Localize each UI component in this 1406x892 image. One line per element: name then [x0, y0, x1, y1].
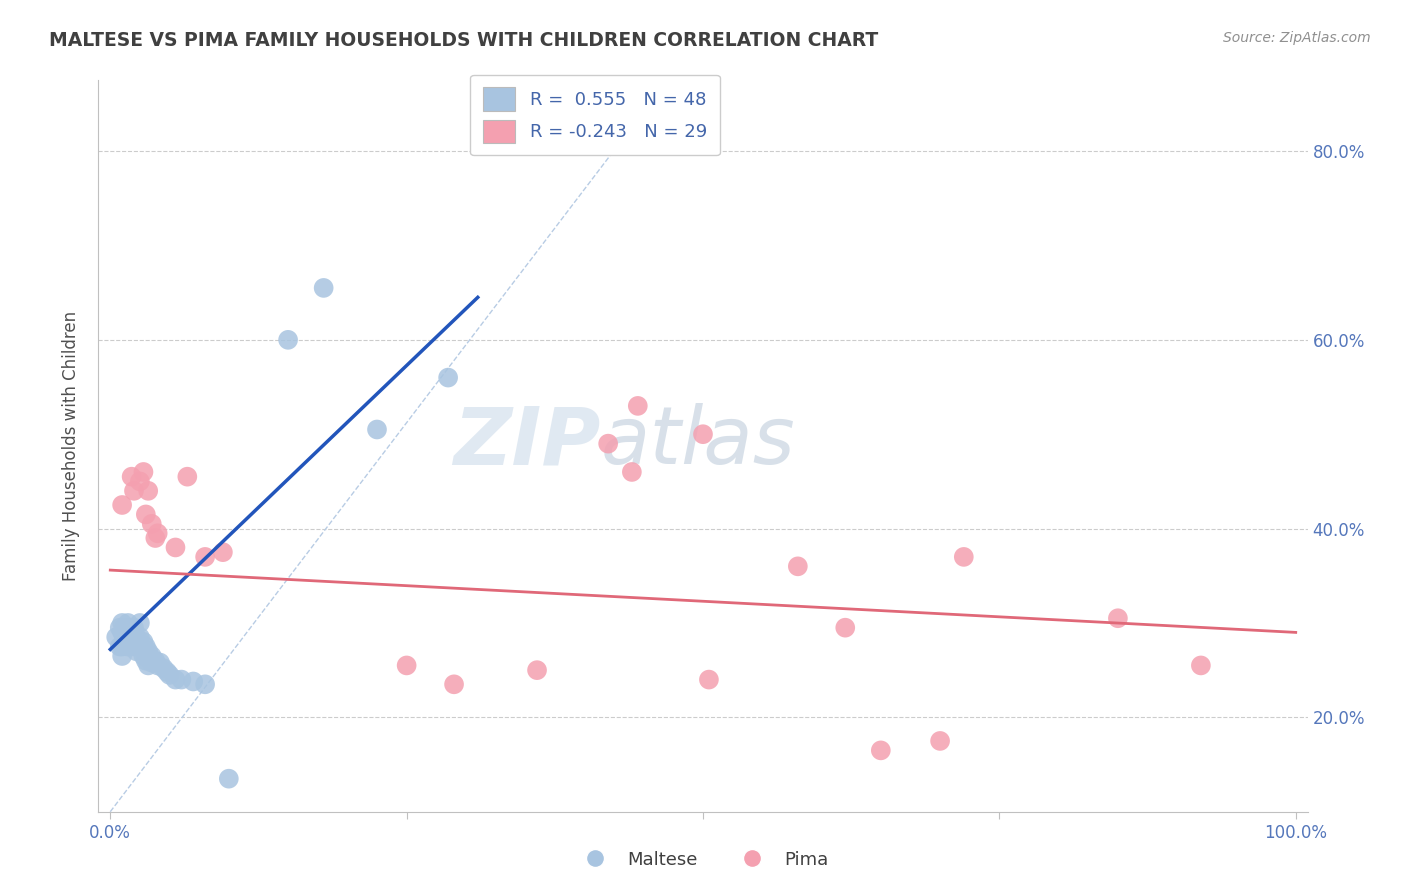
Point [194, 677, 217, 691]
Text: ZIP: ZIP [453, 403, 600, 482]
Point [598, 436, 620, 450]
Point [111, 640, 134, 654]
Point [121, 469, 143, 483]
Point [136, 644, 159, 658]
Point [149, 656, 172, 670]
Point [786, 559, 808, 574]
Point [152, 661, 174, 675]
Point [117, 615, 139, 630]
Point [108, 640, 131, 654]
Point [122, 483, 145, 498]
Point [395, 658, 418, 673]
Point [117, 630, 139, 644]
Point [125, 644, 148, 658]
Point [111, 625, 134, 640]
Point [526, 663, 548, 677]
Point [143, 531, 166, 545]
Point [277, 333, 299, 347]
Point [111, 648, 134, 663]
Point [121, 621, 143, 635]
Point [108, 621, 131, 635]
Text: Source: ZipAtlas.com: Source: ZipAtlas.com [1223, 31, 1371, 45]
Point [117, 625, 139, 640]
Point [1189, 658, 1212, 673]
Point [129, 640, 152, 654]
Point [869, 743, 891, 757]
Point [929, 734, 952, 748]
Point [111, 498, 134, 512]
Point [366, 422, 388, 436]
Point [136, 483, 159, 498]
Text: MALTESE VS PIMA FAMILY HOUSEHOLDS WITH CHILDREN CORRELATION CHART: MALTESE VS PIMA FAMILY HOUSEHOLDS WITH C… [49, 31, 879, 50]
Text: atlas: atlas [600, 403, 794, 482]
Point [114, 635, 136, 649]
Point [443, 677, 465, 691]
Point [141, 656, 163, 670]
Point [135, 654, 157, 668]
Point [129, 630, 152, 644]
Point [111, 615, 134, 630]
Point [312, 281, 335, 295]
Point [146, 526, 169, 541]
Point [125, 630, 148, 644]
Point [141, 516, 163, 531]
Point [132, 635, 155, 649]
Point [114, 630, 136, 644]
Point [105, 630, 128, 644]
Point [141, 648, 163, 663]
Point [692, 427, 714, 442]
Point [135, 508, 157, 522]
Point [132, 465, 155, 479]
Point [135, 640, 157, 654]
Point [1107, 611, 1129, 625]
Point [129, 615, 152, 630]
Point [627, 399, 650, 413]
Point [129, 475, 152, 489]
Point [156, 665, 179, 679]
Point [170, 673, 193, 687]
Point [176, 469, 198, 483]
Point [194, 549, 217, 564]
Y-axis label: Family Households with Children: Family Households with Children [62, 311, 80, 581]
Point [181, 674, 204, 689]
Point [114, 621, 136, 635]
Point [159, 668, 181, 682]
Point [132, 648, 155, 663]
Point [143, 654, 166, 668]
Point [834, 621, 856, 635]
Point [165, 541, 187, 555]
Point [952, 549, 974, 564]
Point [117, 640, 139, 654]
Point [218, 772, 240, 786]
Point [620, 465, 643, 479]
Legend: Maltese, Pima: Maltese, Pima [569, 844, 837, 876]
Point [212, 545, 235, 559]
Point [165, 673, 187, 687]
Point [122, 621, 145, 635]
Legend: R =  0.555   N = 48, R = -0.243   N = 29: R = 0.555 N = 48, R = -0.243 N = 29 [470, 75, 720, 155]
Point [122, 630, 145, 644]
Point [136, 658, 159, 673]
Point [437, 370, 460, 384]
Point [122, 640, 145, 654]
Point [125, 635, 148, 649]
Point [146, 658, 169, 673]
Point [121, 635, 143, 649]
Point [697, 673, 720, 687]
